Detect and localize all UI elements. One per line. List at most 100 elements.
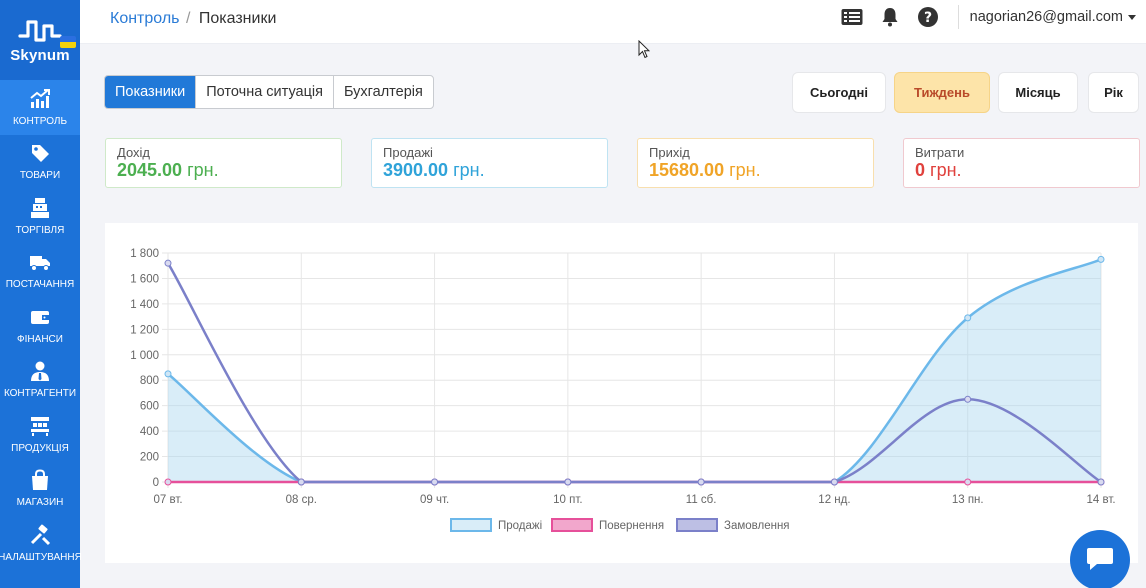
top-actions: ? nagorian26@gmail.com — [826, 0, 1146, 34]
stat-card-unit: грн. — [453, 160, 485, 180]
sidebar-item-5[interactable]: КОНТРАГЕНТИ — [0, 353, 80, 408]
sidebar-item-label: ФІНАНСИ — [17, 333, 63, 345]
stat-card-value: 0 — [915, 160, 926, 180]
svg-text:?: ? — [924, 10, 932, 26]
sidebar-item-1[interactable]: ТОВАРИ — [0, 135, 80, 190]
data-point — [564, 478, 572, 486]
x-tick-label: 08 ср. — [286, 494, 317, 506]
period-year-button[interactable]: Рік — [1088, 72, 1139, 113]
data-point — [964, 395, 972, 403]
breadcrumb-separator: / — [185, 10, 191, 27]
legend-label: Замовлення — [724, 520, 790, 532]
x-tick-label: 12 нд. — [818, 494, 850, 506]
stat-card-value: 15680.00 — [649, 160, 725, 180]
stat-card-unit: грн. — [729, 160, 761, 180]
sidebar-item-0[interactable]: КОНТРОЛЬ — [0, 80, 80, 135]
mouse-cursor-icon — [638, 40, 650, 59]
user-menu[interactable]: nagorian26@gmail.com — [970, 9, 1136, 25]
stat-card-expenses: Витрати 0 грн. — [903, 138, 1140, 188]
data-point — [164, 259, 172, 267]
sidebar-item-label: ПРОДУКЦІЯ — [11, 442, 69, 454]
chevron-down-icon — [1128, 14, 1136, 20]
user-tie-icon — [29, 360, 51, 388]
legend-label: Продажі — [498, 520, 542, 532]
period-week-button[interactable]: Тиждень — [894, 72, 990, 113]
data-point — [697, 478, 705, 486]
data-point — [431, 478, 439, 486]
sidebar-item-label: НАЛАШТУВАННЯ — [0, 551, 82, 563]
x-tick-label: 09 чт. — [420, 494, 449, 506]
series-line-2 — [166, 262, 1102, 484]
production-icon — [29, 415, 51, 443]
stat-card-sales: Продажі 3900.00 грн. — [371, 138, 608, 188]
wallet-icon — [29, 306, 51, 334]
y-tick-label: 1 000 — [130, 350, 159, 362]
period-today-button[interactable]: Сьогодні — [792, 72, 886, 113]
sidebar: Skynum КОНТРОЛЬ ТОВАРИ ТОРГІВЛЯ ПОСТАЧАННЯ Ф… — [0, 0, 82, 588]
help-icon[interactable]: ? — [916, 5, 940, 29]
sidebar-item-6[interactable]: ПРОДУКЦІЯ — [0, 407, 80, 462]
y-tick-label: 600 — [140, 401, 159, 413]
y-tick-label: 800 — [140, 375, 159, 387]
top-divider — [957, 5, 959, 29]
legend-label: Повернення — [599, 520, 664, 532]
x-tick-label: 11 сб. — [686, 494, 717, 506]
y-tick-label: 1 200 — [130, 324, 159, 336]
app-logo[interactable]: Skynum — [0, 0, 80, 80]
shopping-bag-icon — [29, 469, 51, 497]
sidebar-item-label: ТОВАРИ — [19, 170, 61, 182]
data-point — [1097, 478, 1105, 486]
line-chart: 0 200 400 600 800 1 000 1 200 1 400 1 600 1 800 07… — [130, 248, 1116, 532]
stat-card-title: Дохід — [117, 145, 151, 160]
y-tick-label: 1 800 — [130, 248, 159, 260]
data-point — [964, 314, 972, 322]
bell-icon[interactable] — [878, 5, 902, 29]
tab-current-situation[interactable]: Поточна ситуація — [195, 76, 333, 108]
sidebar-item-label: ТОРГІВЛЯ — [15, 224, 65, 236]
data-point — [964, 478, 972, 486]
y-tick-label: 1 600 — [130, 273, 159, 285]
breadcrumb-link-control[interactable]: Контроль — [110, 10, 180, 27]
view-tabs: Показники Поточна ситуація Бухгалтерія — [104, 75, 434, 109]
y-tick-label: 1 400 — [130, 299, 159, 311]
tab-accounting[interactable]: Бухгалтерія — [332, 76, 433, 108]
logo-mark-icon — [18, 20, 62, 42]
stat-card-title: Продажі — [383, 145, 433, 160]
legend-swatch — [676, 518, 718, 532]
chart-growth-icon — [29, 88, 51, 116]
chat-bubble-icon — [1087, 548, 1113, 570]
stat-card-title: Витрати — [915, 145, 965, 160]
sidebar-item-2[interactable]: ТОРГІВЛЯ — [0, 189, 80, 244]
breadcrumb: Контроль / Показники — [110, 10, 276, 28]
delivery-truck-icon — [29, 251, 51, 279]
data-point — [164, 478, 172, 486]
logo-text: Skynum — [10, 47, 70, 64]
sidebar-item-8[interactable]: НАЛАШТУВАННЯ — [0, 516, 82, 571]
user-email: nagorian26@gmail.com — [969, 9, 1123, 25]
stat-card-value: 3900.00 — [383, 160, 449, 180]
x-tick-label: 07 вт. — [153, 494, 182, 506]
sidebar-item-4[interactable]: ФІНАНСИ — [0, 298, 80, 353]
stat-card-title: Прихід — [649, 145, 690, 160]
tools-icon — [29, 524, 51, 552]
sidebar-item-7[interactable]: МАГАЗИН — [0, 462, 80, 517]
data-point — [1097, 255, 1105, 263]
tab-indicators[interactable]: Показники — [105, 76, 196, 108]
sidebar-item-label: МАГАЗИН — [16, 497, 64, 509]
sidebar-item-3[interactable]: ПОСТАЧАННЯ — [0, 244, 80, 299]
period-month-button[interactable]: Місяць — [998, 72, 1078, 113]
sidebar-item-label: КОНТРОЛЬ — [12, 115, 68, 127]
receipts-list-icon[interactable] — [840, 5, 864, 29]
stat-card-value: 2045.00 — [117, 160, 183, 180]
sidebar-item-label: КОНТРАГЕНТИ — [3, 388, 77, 400]
chart-panel: 0 200 400 600 800 1 000 1 200 1 400 1 600 1 800 07… — [105, 223, 1138, 563]
breadcrumb-current: Показники — [198, 10, 277, 27]
stat-card-unit: грн. — [930, 160, 962, 180]
x-tick-label: 14 вт. — [1086, 494, 1115, 506]
data-point — [297, 478, 305, 486]
x-tick-label: 13 пн. — [952, 494, 984, 506]
stat-card-receipts: Прихід 15680.00 грн. — [637, 138, 874, 188]
y-tick-label: 400 — [140, 426, 159, 438]
data-point — [164, 370, 172, 378]
chat-button[interactable] — [1070, 530, 1130, 588]
